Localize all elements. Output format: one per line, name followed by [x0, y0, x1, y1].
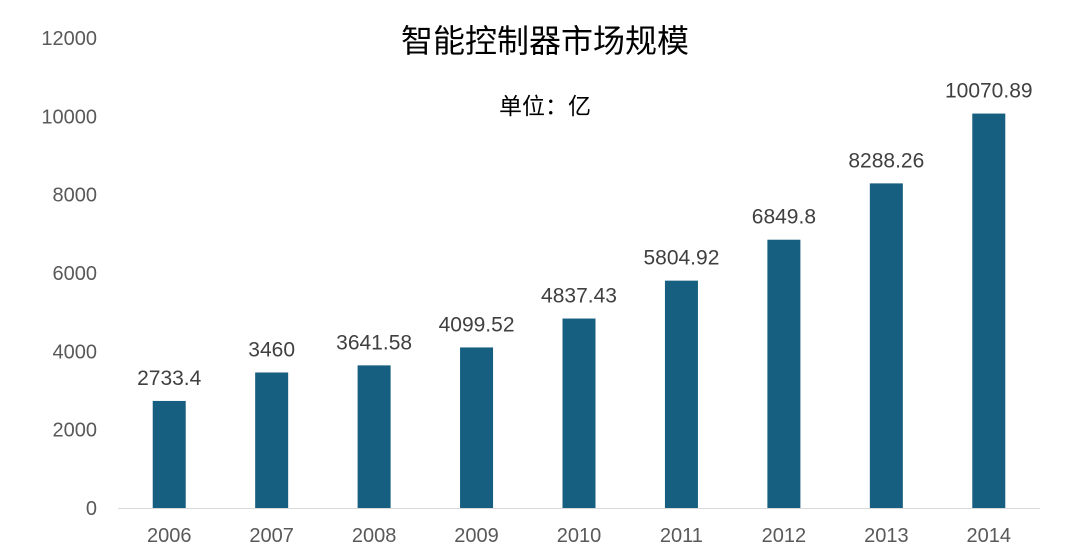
x-tick-label: 2009 — [454, 525, 499, 547]
data-label-2006: 2733.4 — [137, 367, 202, 390]
data-label-2014: 10070.89 — [945, 80, 1033, 103]
data-label-2011: 5804.92 — [643, 247, 719, 270]
bar-2014 — [972, 113, 1006, 508]
bar-2006 — [152, 400, 186, 508]
y-tick-label: 8000 — [53, 185, 98, 207]
x-tick-label: 2011 — [660, 525, 703, 547]
bar-2010 — [562, 318, 596, 508]
x-tick-label: 2012 — [762, 525, 807, 547]
data-label-2009: 4099.52 — [439, 313, 515, 336]
bar-2013 — [869, 183, 903, 509]
x-tick-label: 2013 — [864, 525, 909, 547]
x-tick-label: 2014 — [967, 525, 1012, 547]
x-axis: 2006 2007 2008 2009 2010 2011 2012 2013 2014 — [118, 508, 1040, 547]
bar-2011 — [664, 280, 698, 508]
y-tick-label: 10000 — [41, 106, 97, 128]
y-tick-label: 12000 — [41, 28, 97, 50]
bar-2007 — [255, 372, 289, 508]
bar-2012 — [767, 239, 801, 508]
data-label-2007: 3460 — [248, 338, 295, 361]
y-tick-label: 0 — [86, 498, 97, 520]
y-tick-label: 6000 — [53, 263, 98, 285]
x-tick-label: 2006 — [147, 525, 192, 547]
bar-series — [152, 113, 1006, 509]
x-tick-label: 2008 — [352, 525, 397, 547]
data-labels: 2733.4 3460 3641.58 4099.52 4837.43 5804.92 68… — [137, 80, 1032, 390]
data-label-2010: 4837.43 — [541, 285, 617, 308]
y-tick-label: 2000 — [53, 420, 98, 442]
data-label-2008: 3641.58 — [336, 331, 412, 354]
x-tick-label: 2010 — [557, 525, 602, 547]
y-tick-label: 4000 — [53, 341, 98, 363]
bar-2009 — [460, 347, 494, 508]
chart-subtitle: 单位：亿 — [499, 94, 591, 120]
data-label-2012: 6849.8 — [752, 206, 816, 229]
y-axis: 0 2000 4000 6000 8000 10000 12000 — [41, 28, 97, 520]
bar-2008 — [357, 365, 391, 508]
chart-title: 智能控制器市场规模 — [401, 22, 689, 60]
data-label-2013: 8288.26 — [848, 149, 924, 172]
x-tick-label: 2007 — [249, 525, 294, 547]
